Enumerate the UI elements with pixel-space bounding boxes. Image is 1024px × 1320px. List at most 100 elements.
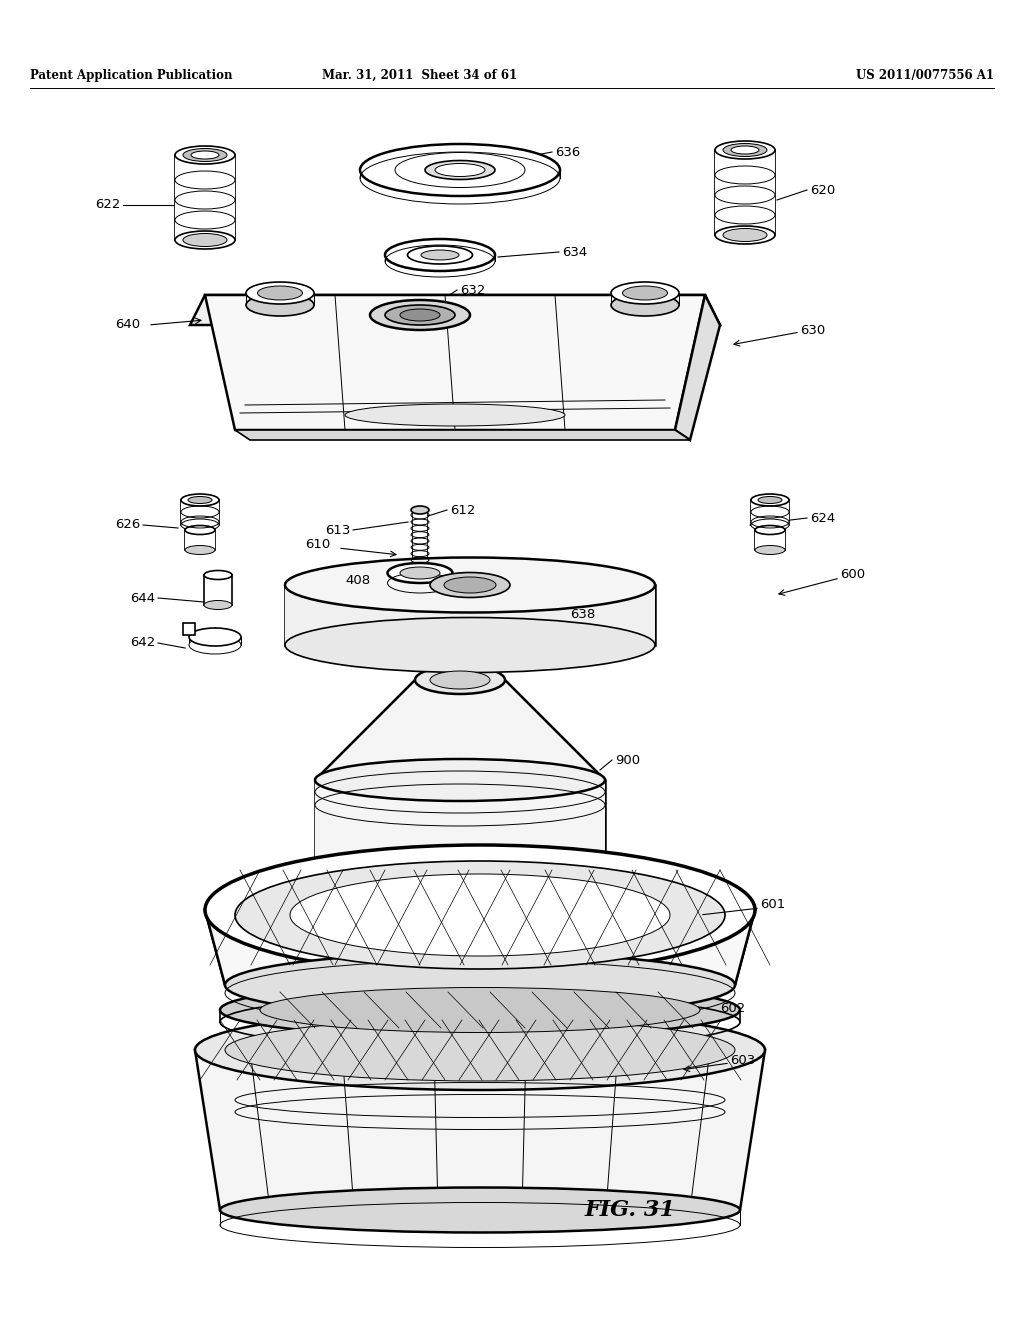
Text: 408: 408 [345, 573, 370, 586]
Ellipse shape [234, 861, 725, 969]
Ellipse shape [246, 294, 314, 315]
Polygon shape [190, 294, 720, 325]
Text: 613: 613 [325, 524, 350, 536]
Polygon shape [715, 150, 775, 235]
Polygon shape [205, 294, 705, 430]
Text: 642: 642 [130, 636, 155, 649]
Ellipse shape [611, 282, 679, 304]
Ellipse shape [175, 147, 234, 164]
Text: 612: 612 [450, 503, 475, 516]
Ellipse shape [400, 568, 440, 579]
Ellipse shape [285, 557, 655, 612]
Ellipse shape [246, 282, 314, 304]
Ellipse shape [181, 519, 219, 531]
Ellipse shape [611, 294, 679, 315]
Text: Patent Application Publication: Patent Application Publication [30, 69, 232, 82]
Text: 600: 600 [840, 569, 865, 582]
Ellipse shape [220, 1188, 740, 1233]
Ellipse shape [204, 601, 232, 610]
Ellipse shape [370, 300, 470, 330]
Text: 602: 602 [720, 1002, 745, 1015]
Ellipse shape [315, 849, 605, 891]
Ellipse shape [257, 286, 302, 300]
Ellipse shape [220, 982, 740, 1038]
Ellipse shape [285, 618, 655, 672]
Ellipse shape [385, 305, 455, 325]
Ellipse shape [225, 1019, 735, 1081]
Ellipse shape [435, 164, 485, 177]
Ellipse shape [183, 234, 227, 247]
Text: 636: 636 [555, 145, 581, 158]
Polygon shape [675, 294, 720, 440]
Ellipse shape [415, 667, 505, 694]
Ellipse shape [181, 494, 219, 506]
Ellipse shape [425, 161, 495, 180]
Ellipse shape [715, 226, 775, 244]
Text: 640: 640 [115, 318, 140, 331]
Ellipse shape [175, 211, 234, 228]
Text: 638: 638 [570, 609, 595, 622]
Ellipse shape [715, 141, 775, 158]
Ellipse shape [191, 150, 219, 158]
Ellipse shape [185, 545, 215, 554]
Polygon shape [315, 780, 605, 870]
Text: 601: 601 [760, 899, 785, 912]
Ellipse shape [189, 636, 241, 653]
Ellipse shape [723, 144, 767, 157]
Ellipse shape [715, 166, 775, 183]
Ellipse shape [260, 987, 700, 1032]
Ellipse shape [408, 246, 472, 264]
Ellipse shape [189, 628, 241, 645]
Polygon shape [315, 680, 605, 780]
Polygon shape [751, 500, 790, 525]
Polygon shape [204, 576, 232, 605]
Text: Mar. 31, 2011  Sheet 34 of 61: Mar. 31, 2011 Sheet 34 of 61 [323, 69, 517, 82]
Text: 603: 603 [730, 1053, 756, 1067]
Ellipse shape [204, 570, 232, 579]
Text: US 2011/0077556 A1: US 2011/0077556 A1 [856, 69, 994, 82]
Ellipse shape [751, 519, 790, 531]
Ellipse shape [715, 206, 775, 224]
Ellipse shape [175, 191, 234, 209]
Text: 632: 632 [460, 284, 485, 297]
Text: 626: 626 [115, 519, 140, 532]
Polygon shape [413, 510, 427, 576]
Polygon shape [285, 585, 655, 645]
Ellipse shape [290, 874, 670, 956]
Ellipse shape [755, 525, 785, 535]
Ellipse shape [175, 231, 234, 249]
Polygon shape [755, 531, 785, 550]
Ellipse shape [385, 239, 495, 271]
Ellipse shape [715, 186, 775, 205]
Ellipse shape [731, 147, 759, 154]
Ellipse shape [183, 149, 227, 161]
Ellipse shape [444, 577, 496, 593]
Text: 624: 624 [810, 511, 836, 524]
Polygon shape [181, 500, 219, 525]
Ellipse shape [751, 494, 790, 506]
Ellipse shape [225, 953, 735, 1018]
Ellipse shape [360, 144, 560, 195]
Ellipse shape [175, 172, 234, 189]
Ellipse shape [395, 153, 525, 187]
Text: 620: 620 [810, 183, 836, 197]
Polygon shape [175, 154, 234, 240]
Ellipse shape [430, 573, 510, 598]
Text: 644: 644 [130, 591, 155, 605]
Ellipse shape [411, 506, 429, 513]
Ellipse shape [315, 759, 605, 801]
Ellipse shape [400, 309, 440, 321]
Ellipse shape [758, 496, 782, 503]
Polygon shape [205, 909, 755, 985]
Ellipse shape [755, 545, 785, 554]
Text: FIG. 31: FIG. 31 [585, 1199, 676, 1221]
Ellipse shape [195, 1010, 765, 1090]
Text: 610: 610 [305, 539, 330, 552]
Ellipse shape [723, 228, 767, 242]
Ellipse shape [345, 404, 565, 426]
Polygon shape [185, 531, 215, 550]
Ellipse shape [205, 845, 755, 975]
Polygon shape [183, 623, 195, 635]
Text: 900: 900 [615, 754, 640, 767]
Polygon shape [234, 430, 690, 440]
